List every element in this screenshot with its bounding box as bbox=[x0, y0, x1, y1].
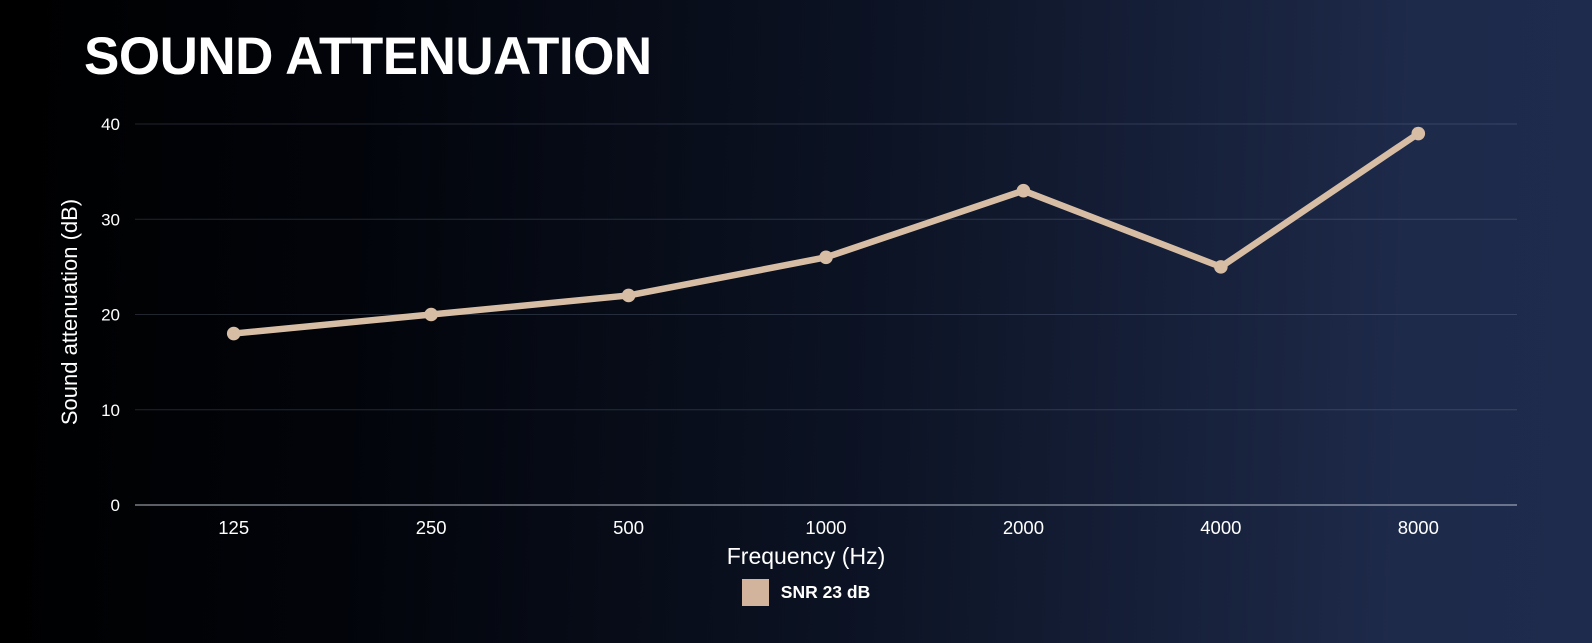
y-tick-label: 30 bbox=[101, 210, 120, 229]
y-tick-label: 40 bbox=[101, 115, 120, 134]
data-point bbox=[621, 288, 636, 303]
x-tick-label: 1000 bbox=[805, 517, 846, 538]
x-tick-label: 250 bbox=[416, 517, 447, 538]
x-tick-label: 4000 bbox=[1200, 517, 1241, 538]
x-tick-label: 125 bbox=[218, 517, 249, 538]
y-tick-label: 20 bbox=[101, 306, 120, 325]
data-point bbox=[819, 250, 833, 265]
y-tick-label: 10 bbox=[101, 401, 120, 420]
chart-title: SOUND ATTENUATION bbox=[84, 27, 652, 86]
x-axis-title: Frequency (Hz) bbox=[726, 543, 886, 569]
y-axis-title: Sound attenuation (dB) bbox=[57, 198, 82, 426]
legend: SNR 23 dB bbox=[0, 579, 1592, 606]
data-line bbox=[230, 130, 1422, 337]
legend-swatch bbox=[741, 579, 769, 606]
data-point bbox=[1411, 126, 1426, 141]
data-point bbox=[226, 326, 241, 341]
data-point bbox=[424, 307, 438, 322]
legend-label: SNR 23 dB bbox=[780, 582, 871, 602]
data-point bbox=[1214, 260, 1228, 274]
x-tick-label: 2000 bbox=[1003, 517, 1044, 538]
x-tick-label: 500 bbox=[613, 517, 644, 538]
x-tick-label: 8000 bbox=[1398, 517, 1439, 538]
y-tick-label: 0 bbox=[111, 496, 120, 515]
data-point bbox=[1016, 183, 1031, 198]
